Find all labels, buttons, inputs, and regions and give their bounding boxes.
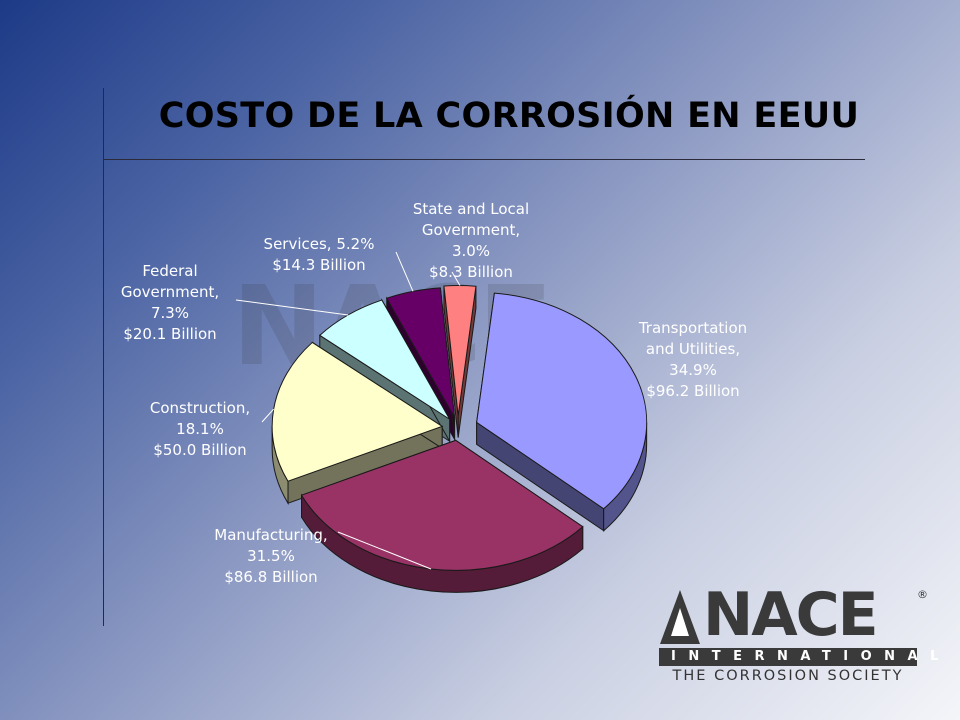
label-line: Manufacturing, [214,526,328,544]
label-line: and Utilities, [645,340,741,358]
leader-lines [235,251,461,570]
label-line: Construction, [149,399,251,417]
label-federal: Federal Government, 7.3% $20.1 Billion [106,261,234,345]
label-line: Services, 5.2% [263,235,375,253]
label-services: Services, 5.2% $14.3 Billion [247,234,391,276]
label-line: $50.0 Billion [153,441,247,459]
logo-international: INTERNATIONAL [659,648,938,666]
label-line: Transportation [638,319,748,337]
label-line: State and Local [412,200,530,218]
registered-mark: ® [917,588,928,601]
leader-state-and-local-government [451,271,461,286]
label-manufacturing: Manufacturing, 31.5% $86.8 Billion [198,525,344,588]
nace-logo: NACE ® INTERNATIONAL THE CORROSION SOCIE… [655,580,938,690]
leader-services [395,251,414,292]
leader-construction [261,408,275,423]
title-underline [103,159,865,160]
label-construction: Construction, 18.1% $50.0 Billion [136,398,264,461]
label-line: Federal [142,262,198,280]
logo-tagline: THE CORROSION SOCIETY [672,668,904,684]
label-line: $14.3 Billion [272,256,366,274]
label-line: Government, [120,283,220,301]
pie-slice-construction [271,341,444,482]
label-line: 18.1% [176,420,224,438]
pie-slice-transportation-and-utilities [476,292,648,510]
label-transportation: Transportation and Utilities, 34.9% $96.… [622,318,764,402]
label-line: 31.5% [247,547,295,565]
pie-tops [271,285,648,571]
label-line: $96.2 Billion [646,382,740,400]
label-line: Government, [421,221,521,239]
label-line: 34.9% [669,361,717,379]
pie-slice-state-and-local-government [443,285,477,416]
leader-federal-government [235,299,349,316]
vertical-rule [103,88,104,626]
leader-manufacturing [337,531,432,570]
label-line: 3.0% [451,242,491,260]
label-line: $8.3 Billion [429,263,513,281]
label-state-local: State and Local Government, 3.0% $8.3 Bi… [396,199,546,283]
label-line: $20.1 Billion [123,325,217,343]
label-line: 7.3% [150,304,190,322]
logo-word: NACE [703,580,879,650]
slide-title: COSTO DE LA CORROSIÓN EN EEUU [158,96,860,136]
label-line: $86.8 Billion [224,568,318,586]
nace-triangle-icon [660,590,700,644]
